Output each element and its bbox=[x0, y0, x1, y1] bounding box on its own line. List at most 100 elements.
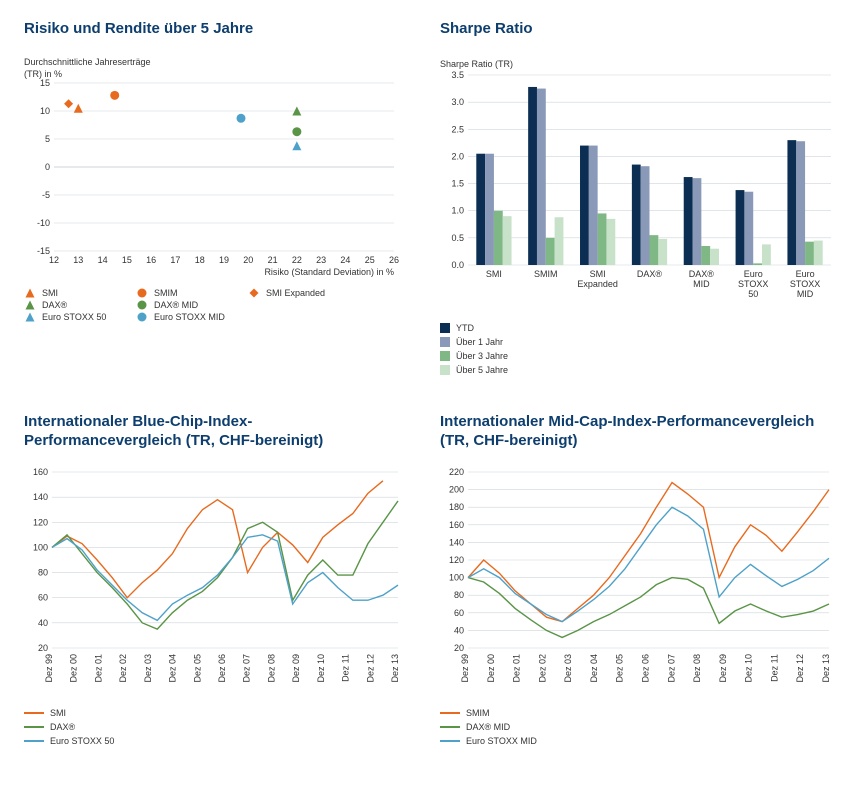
ytick: 1.0 bbox=[451, 205, 464, 215]
xtick: SMI bbox=[486, 269, 502, 279]
series-line bbox=[468, 578, 829, 638]
ytick: 120 bbox=[33, 518, 48, 528]
bar bbox=[632, 164, 641, 264]
bar bbox=[494, 210, 503, 264]
sharpe-svg: Sharpe Ratio (TR)0.00.51.01.52.02.53.03.… bbox=[440, 57, 835, 309]
bar bbox=[684, 177, 693, 265]
xtick: Euro bbox=[744, 269, 763, 279]
xtick: STOXX bbox=[790, 279, 820, 289]
legend-item: YTD bbox=[440, 323, 835, 333]
xtick: 20 bbox=[243, 255, 253, 265]
xtick: Dez 00 bbox=[486, 654, 496, 683]
xtick: Dez 07 bbox=[666, 654, 676, 683]
ytick: 80 bbox=[38, 568, 48, 578]
bar bbox=[476, 153, 485, 264]
xtick: Dez 11 bbox=[769, 654, 779, 682]
xtick: Dez 05 bbox=[192, 654, 202, 683]
blue-svg: 20406080100120140160Dez 99Dez 00Dez 01De… bbox=[24, 468, 404, 694]
ytick: 15 bbox=[40, 78, 50, 88]
bar bbox=[744, 191, 753, 264]
bar bbox=[650, 235, 659, 265]
xtick: 16 bbox=[146, 255, 156, 265]
ytick: 0.5 bbox=[451, 233, 464, 243]
ytick: 140 bbox=[449, 538, 464, 548]
xtick: 17 bbox=[170, 255, 180, 265]
sharpe-title: Sharpe Ratio bbox=[440, 20, 835, 39]
xtick: 18 bbox=[195, 255, 205, 265]
ytick: 2.5 bbox=[451, 124, 464, 134]
risk-title: Risiko und Rendite über 5 Jahre bbox=[24, 20, 404, 39]
xtick: DAX® bbox=[637, 269, 663, 279]
ytick: 100 bbox=[449, 573, 464, 583]
xtick: Dez 10 bbox=[316, 654, 326, 683]
legend-item: Euro STOXX MID bbox=[136, 311, 226, 323]
ytick: 60 bbox=[454, 608, 464, 618]
ytick: 140 bbox=[33, 492, 48, 502]
xtick: STOXX bbox=[738, 279, 768, 289]
ytick: 120 bbox=[449, 555, 464, 565]
midcap-chart: Internationaler Mid-Cap-Index-Performanc… bbox=[440, 413, 835, 747]
legend-item: DAX® MID bbox=[440, 722, 835, 732]
bar bbox=[546, 238, 555, 265]
risk-return-chart: Risiko und Rendite über 5 Jahre Durchsch… bbox=[24, 20, 404, 375]
xtick: Dez 09 bbox=[718, 654, 728, 683]
ytick: 1.5 bbox=[451, 178, 464, 188]
legend-item: DAX® bbox=[24, 299, 114, 311]
series-line bbox=[468, 507, 829, 621]
xtick: Dez 08 bbox=[266, 654, 276, 683]
xtick: Dez 01 bbox=[512, 654, 522, 683]
xtick: 21 bbox=[268, 255, 278, 265]
legend-item: Euro STOXX 50 bbox=[24, 736, 404, 746]
xtick: Dez 08 bbox=[692, 654, 702, 683]
bar bbox=[787, 140, 796, 265]
bar bbox=[580, 145, 589, 264]
mid-svg: 20406080100120140160180200220Dez 99Dez 0… bbox=[440, 468, 835, 694]
bar bbox=[528, 87, 537, 265]
xtick: 19 bbox=[219, 255, 229, 265]
xtick: 26 bbox=[389, 255, 399, 265]
series-line bbox=[52, 501, 398, 629]
legend-item: SMI bbox=[24, 287, 114, 299]
xtick: Dez 02 bbox=[118, 654, 128, 683]
xtick: Dez 12 bbox=[795, 654, 805, 683]
xtick: MID bbox=[693, 279, 710, 289]
xtick: 25 bbox=[365, 255, 375, 265]
xtick: 12 bbox=[49, 255, 59, 265]
ytick: 0.0 bbox=[451, 260, 464, 270]
legend-item: Über 1 Jahr bbox=[440, 337, 835, 347]
ytick: 180 bbox=[449, 502, 464, 512]
ytick: -10 bbox=[37, 218, 50, 228]
xtick: 50 bbox=[748, 289, 758, 299]
ytick: 100 bbox=[33, 543, 48, 553]
legend-item: SMI Expanded bbox=[248, 287, 338, 299]
bar bbox=[762, 244, 771, 265]
sharpe-legend: YTDÜber 1 JahrÜber 3 JahreÜber 5 Jahre bbox=[440, 323, 835, 375]
bar bbox=[693, 178, 702, 265]
legend-item: SMI bbox=[24, 708, 404, 718]
bar bbox=[736, 190, 745, 265]
xtick: Dez 06 bbox=[641, 654, 651, 683]
bluechip-chart: Internationaler Blue-Chip-Index-Performa… bbox=[24, 413, 404, 747]
blue-legend: SMI DAX® Euro STOXX 50 bbox=[24, 708, 404, 746]
xtick: Dez 05 bbox=[615, 654, 625, 683]
bar bbox=[710, 248, 719, 264]
risk-xlabel: Risiko (Standard Deviation) in % bbox=[264, 267, 394, 277]
ytick: 160 bbox=[449, 520, 464, 530]
ytick: 60 bbox=[38, 593, 48, 603]
sharpe-ylabel: Sharpe Ratio (TR) bbox=[440, 59, 513, 69]
mid-legend: SMIMDAX® MIDEuro STOXX MID bbox=[440, 708, 835, 746]
xtick: Dez 01 bbox=[93, 654, 103, 683]
xtick: Euro bbox=[796, 269, 815, 279]
ytick: 0 bbox=[45, 162, 50, 172]
bar bbox=[753, 263, 762, 265]
xtick: Dez 13 bbox=[390, 654, 400, 683]
legend-item: SMIM bbox=[440, 708, 835, 718]
ytick: 40 bbox=[454, 626, 464, 636]
risk-ylabel: Durchschnittliche Jahreserträge bbox=[24, 57, 151, 67]
ytick: 20 bbox=[38, 643, 48, 653]
xtick: DAX® bbox=[689, 269, 715, 279]
legend-item: DAX® bbox=[24, 722, 404, 732]
legend-item: SMIM bbox=[136, 287, 226, 299]
ytick: 2.0 bbox=[451, 151, 464, 161]
legend-item: Über 3 Jahre bbox=[440, 351, 835, 361]
